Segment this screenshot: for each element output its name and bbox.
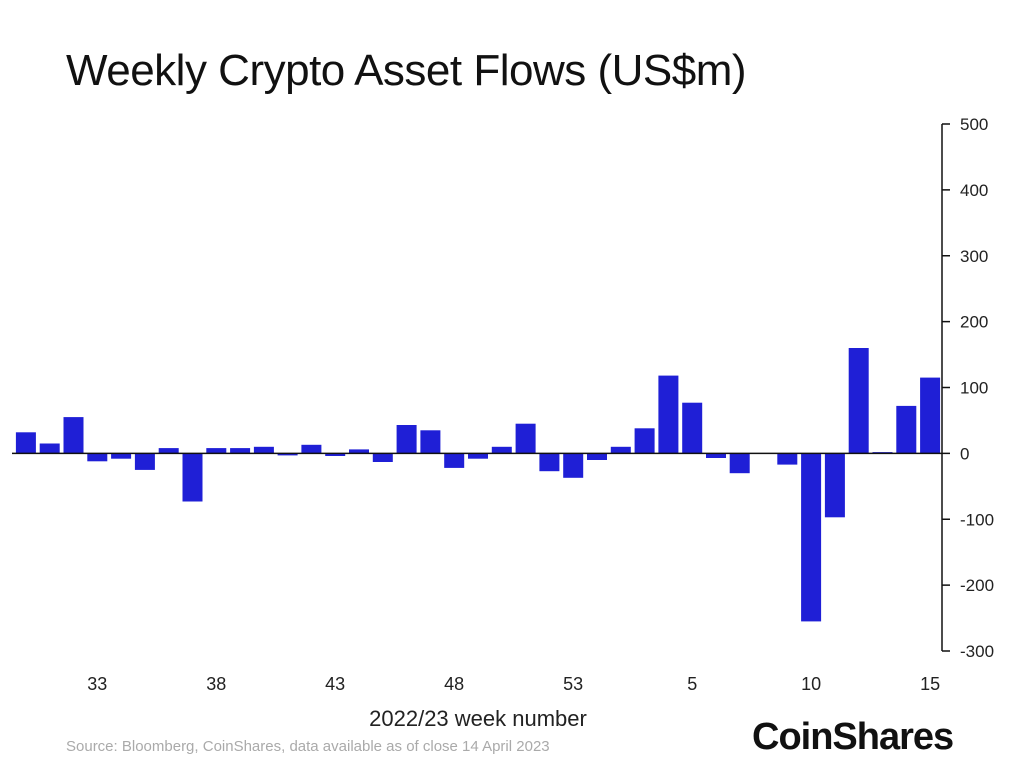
y-tick-label: 300 bbox=[960, 247, 988, 266]
bar-week-2 bbox=[610, 446, 631, 454]
bar-week-41 bbox=[277, 453, 298, 456]
bar-week-32 bbox=[63, 417, 84, 454]
bar-week-7 bbox=[729, 453, 750, 474]
bar-week-48 bbox=[444, 453, 465, 468]
bar-week-49 bbox=[468, 453, 488, 459]
bar-week-3 bbox=[634, 428, 655, 454]
x-tick-label: 53 bbox=[563, 674, 583, 694]
bar-week-10 bbox=[801, 453, 822, 622]
bar-week-34 bbox=[111, 453, 132, 459]
bar-week-39 bbox=[230, 448, 251, 454]
bar-week-42 bbox=[301, 444, 322, 454]
x-tick-label: 5 bbox=[687, 674, 697, 694]
bar-week-1 bbox=[587, 453, 607, 460]
bar-week-30 bbox=[15, 432, 36, 454]
bar-week-36 bbox=[158, 448, 179, 454]
bar-week-38 bbox=[206, 448, 227, 454]
bar-week-35 bbox=[134, 453, 155, 470]
y-tick-label: -300 bbox=[960, 642, 994, 661]
x-tick-label: 33 bbox=[87, 674, 107, 694]
bar-week-33 bbox=[87, 453, 108, 462]
y-tick-label: 400 bbox=[960, 181, 988, 200]
bar-series bbox=[15, 348, 941, 622]
bar-week-15 bbox=[920, 377, 941, 454]
y-axis: 500 400 300 200 100 0 -100 -200 -300 bbox=[941, 115, 994, 661]
y-tick-label: -100 bbox=[960, 510, 994, 529]
y-tick-label: 100 bbox=[960, 379, 988, 398]
bar-week-5 bbox=[682, 402, 703, 454]
bar-week-9 bbox=[777, 453, 798, 465]
bar-week-45 bbox=[372, 453, 393, 462]
bar-week-46 bbox=[396, 425, 417, 454]
x-tick-label: 38 bbox=[206, 674, 226, 694]
x-tick-label: 48 bbox=[444, 674, 464, 694]
x-tick-label: 43 bbox=[325, 674, 345, 694]
bar-week-37 bbox=[182, 453, 203, 502]
bar-week-43 bbox=[325, 453, 346, 456]
bar-week-31 bbox=[39, 443, 60, 454]
bar-week-50 bbox=[491, 446, 512, 454]
bar-week-47 bbox=[420, 430, 441, 454]
x-axis: 33 38 43 48 53 5 10 15 bbox=[87, 674, 940, 694]
bar-week-4 bbox=[658, 375, 679, 454]
coinshares-logo: CoinShares bbox=[752, 716, 954, 758]
bar-week-14 bbox=[896, 405, 917, 454]
bar-week-53 bbox=[563, 453, 584, 478]
y-tick-label: 200 bbox=[960, 313, 988, 332]
x-tick-label: 10 bbox=[801, 674, 821, 694]
y-tick-label: 0 bbox=[960, 444, 969, 463]
bar-week-12 bbox=[848, 348, 869, 454]
source-note: Source: Bloomberg, CoinShares, data avai… bbox=[66, 738, 550, 755]
x-tick-label: 15 bbox=[920, 674, 940, 694]
bar-week-40 bbox=[253, 446, 274, 454]
bar-week-51 bbox=[515, 423, 536, 454]
x-axis-title: 2022/23 week number bbox=[369, 706, 587, 731]
bar-week-44 bbox=[349, 449, 369, 454]
bar-week-6 bbox=[706, 453, 726, 458]
bar-week-52 bbox=[539, 453, 560, 472]
y-tick-label: 500 bbox=[960, 115, 988, 134]
chart-title: Weekly Crypto Asset Flows (US$m) bbox=[66, 46, 747, 95]
bar-week-11 bbox=[824, 453, 845, 518]
y-tick-label: -200 bbox=[960, 576, 994, 595]
